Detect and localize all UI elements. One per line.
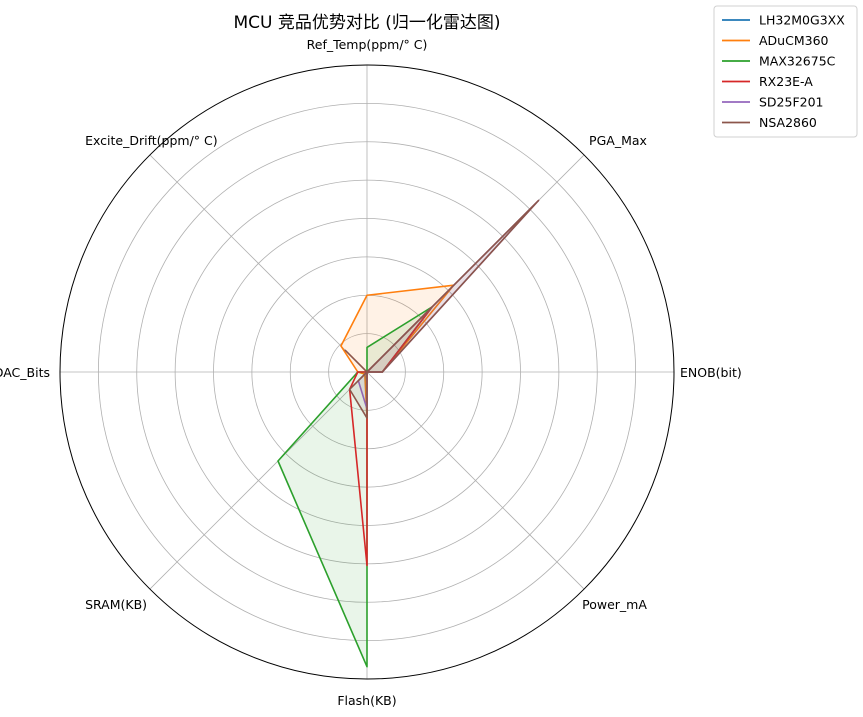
outer-frame [59,64,675,680]
axis-label: Excite_Drift(ppm/° C) [85,133,218,148]
legend-label-5: SD25F201 [759,95,824,110]
axis-label: DAC_Bits [0,365,50,380]
spoke-6 [149,371,368,590]
axis-label: PGA_Max [589,133,647,148]
axis-label: ENOB(bit) [680,365,742,380]
legend-label-4: RX23E-A [759,74,813,89]
legend-label-6: NSA2860 [759,115,817,130]
series-fill-3 [278,306,433,667]
series-line-6 [344,199,540,419]
legend-label-2: ADuCM360 [759,33,829,48]
series-fill-6 [345,200,539,419]
axis-label: Flash(KB) [337,693,396,708]
legend-frame [713,5,858,138]
legend-label-3: MAX32675C [759,54,836,69]
series-group [277,199,540,668]
spoke-8 [366,371,585,590]
chart-title: MCU 竞品优势对比 (归一化雷达图) [233,13,500,33]
axis-label: Ref_Temp(ppm/° C) [307,37,428,52]
axis-label: Power_mA [582,597,647,612]
legend: LH32M0G3XX ADuCM360 MAX32675C RX23E-A SD25F2… [713,5,858,138]
spoke-4 [149,154,368,373]
legend-label-1: LH32M0G3XX [759,13,845,28]
axis-label: SRAM(KB) [85,597,147,612]
axis-labels: ENOB(bit) PGA_Max Ref_Temp(ppm/° C) Excite_… [0,37,742,708]
